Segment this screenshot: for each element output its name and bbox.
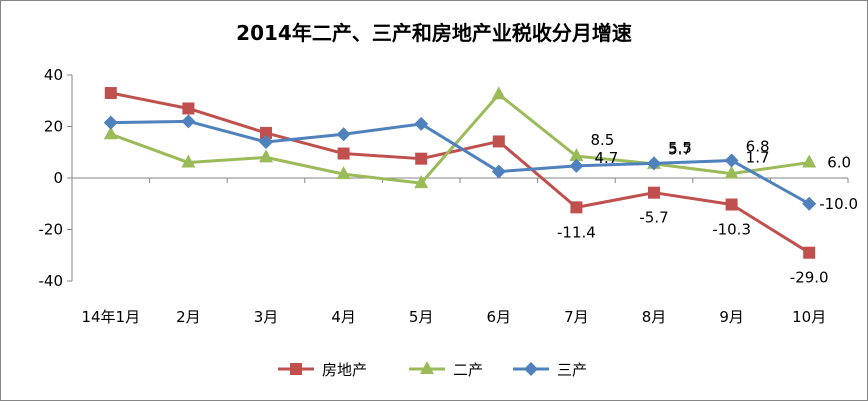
- series-point: [259, 149, 273, 163]
- axes: 40 20 0 -20 -40 14年1月 2月 3月 4月 5月 6月 7月 8月 9月 10月: [39, 66, 849, 326]
- series-point: [260, 126, 272, 139]
- data-label: 1.7: [746, 149, 770, 167]
- series-point: [337, 147, 350, 160]
- legend: 房地产 二产 三产: [278, 361, 587, 379]
- series-point: [336, 166, 351, 180]
- x-tick-label: 8月: [642, 308, 667, 326]
- x-tick-label: 4月: [331, 308, 356, 326]
- y-tick-label: -20: [39, 221, 64, 239]
- data-label: 5.7: [668, 140, 692, 158]
- series-point: [181, 154, 196, 168]
- series-point: [492, 135, 505, 148]
- y-tick-label: -40: [39, 272, 64, 290]
- legend-label: 三产: [557, 361, 587, 379]
- series-point: [803, 246, 816, 259]
- y-tick-label: 40: [44, 66, 63, 84]
- series-point: [104, 87, 117, 100]
- x-tick-label: 5月: [409, 308, 434, 326]
- data-label: 6.8: [746, 137, 770, 155]
- series-point: [647, 156, 661, 171]
- data-label: 8.5: [590, 131, 614, 149]
- data-label: -5.7: [639, 209, 668, 227]
- series-point: [415, 152, 428, 165]
- series-point: [724, 153, 739, 168]
- series-point: [103, 115, 118, 130]
- series-point: [259, 134, 273, 149]
- data-label: 5.5: [668, 139, 692, 157]
- series-line: [110, 92, 810, 185]
- data-label: -11.4: [557, 223, 596, 241]
- series-point: [414, 116, 429, 131]
- data-label: -29.0: [790, 269, 829, 287]
- data-label: 6.0: [827, 154, 851, 172]
- y-tick-label: 0: [53, 169, 63, 187]
- series-point: [491, 86, 506, 100]
- series-point: [491, 164, 506, 179]
- x-tick-label: 14年1月: [81, 308, 140, 326]
- series-point: [181, 114, 196, 129]
- x-tick-label: 2月: [176, 308, 201, 326]
- series-point: [336, 127, 351, 142]
- x-tick-label: 6月: [487, 308, 512, 326]
- x-tick-label: 3月: [254, 308, 279, 326]
- legend-label: 二产: [453, 361, 483, 379]
- series-point: [648, 186, 660, 199]
- series-point: [802, 154, 817, 168]
- data-label: -10.3: [712, 221, 751, 239]
- data-labels: -11.4 -5.7 -10.3 -29.0 8.5 5.5 1.7 6.0 4.7 5.7 6.8…: [557, 131, 858, 287]
- series-point: [724, 165, 739, 179]
- series-point: [802, 196, 817, 211]
- legend-marker: [290, 363, 302, 375]
- series-point: [569, 158, 584, 173]
- data-label: 4.7: [594, 149, 618, 167]
- x-tick-label: 7月: [564, 308, 589, 326]
- data-label: -10.0: [819, 195, 858, 213]
- series-point: [103, 126, 118, 140]
- series-point: [414, 175, 429, 189]
- chart-title: 2014年二产、三产和房地产业税收分月增速: [236, 21, 632, 45]
- legend-marker: [420, 361, 434, 374]
- legend-marker: [524, 362, 538, 376]
- series-point: [570, 201, 583, 214]
- series-point: [725, 198, 738, 211]
- x-tick-label: 10月: [792, 308, 826, 326]
- series-line: [110, 119, 810, 206]
- y-tick-label: 20: [44, 118, 63, 136]
- series-point: [569, 148, 584, 162]
- legend-label: 房地产: [322, 361, 367, 379]
- x-tick-label: 9月: [719, 308, 744, 326]
- series-layer: [103, 86, 817, 259]
- series-point: [182, 102, 195, 115]
- series-line: [110, 91, 810, 254]
